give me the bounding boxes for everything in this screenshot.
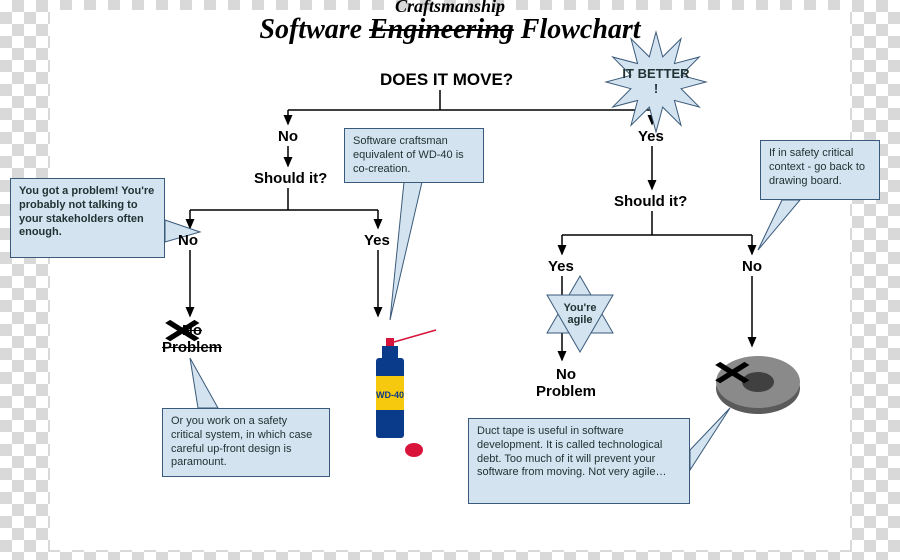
- star-agile-label: You're agile: [552, 302, 608, 326]
- node-root: DOES IT MOVE?: [380, 70, 513, 90]
- callout-safety-design: Or you work on a safety critical system,…: [162, 408, 330, 477]
- callout-ducttape: Duct tape is useful in software developm…: [468, 418, 690, 504]
- callout-cocreation: Software craftsman equivalent of WD-40 i…: [344, 128, 484, 183]
- callout-stakeholders: You got a problem! You're probably not t…: [10, 178, 165, 258]
- starburst-label: IT BETTER !: [620, 66, 692, 96]
- wd40-can-icon: WD-40: [358, 328, 438, 468]
- svg-text:WD-40: WD-40: [376, 390, 404, 400]
- node-yes-2: Yes: [364, 232, 390, 249]
- cross-out-right: ✕: [709, 354, 755, 394]
- flowchart-canvas: Craftsmanship Software Engineering Flowc…: [50, 10, 850, 550]
- node-no-2: No: [178, 232, 198, 249]
- node-no-3: No: [742, 258, 762, 275]
- node-no-1: No: [278, 128, 298, 145]
- callout-safety-back: If in safety critical context - go back …: [760, 140, 880, 200]
- node-should-left: Should it?: [254, 170, 327, 187]
- node-should-right: Should it?: [614, 193, 687, 210]
- node-no-problem-right: No Problem: [536, 366, 596, 400]
- cross-out-left: ✕: [159, 312, 205, 352]
